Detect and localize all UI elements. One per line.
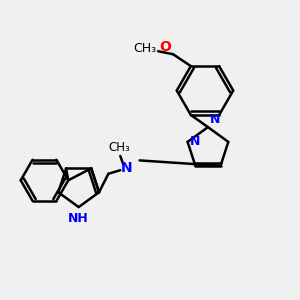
Text: O: O [160,40,172,54]
Text: N: N [120,161,132,175]
Text: N: N [209,113,220,126]
Text: CH₃: CH₃ [108,142,130,154]
Text: N: N [190,134,200,148]
Text: CH₃: CH₃ [134,42,157,56]
Text: NH: NH [68,212,89,224]
